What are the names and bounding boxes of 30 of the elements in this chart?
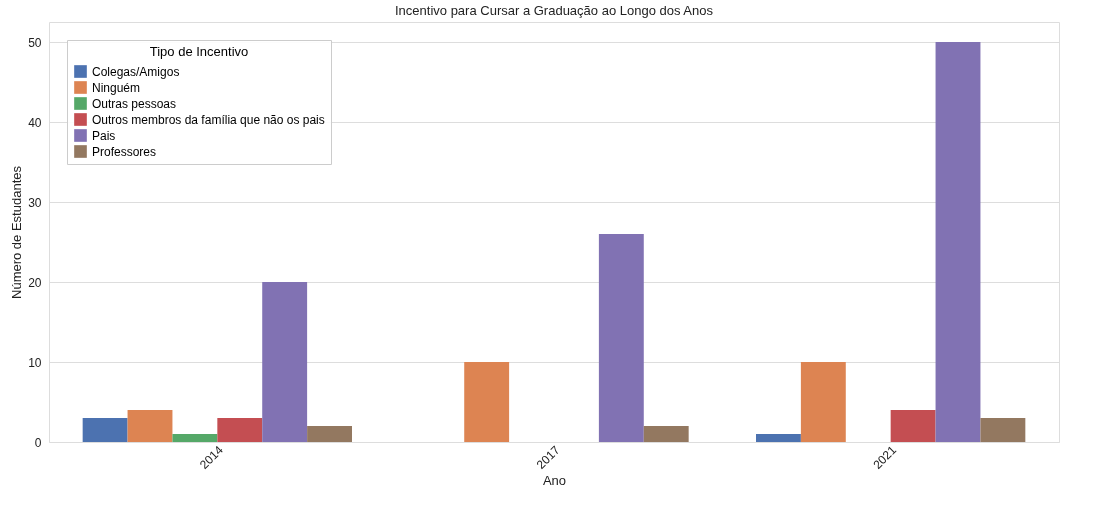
x-axis-title: Ano — [542, 473, 567, 489]
chart-title: Incentivo para Cursar a Graduação ao Longo dos Anos — [395, 3, 714, 18]
bar — [127, 410, 173, 442]
legend-title: Tipo de Incentivo — [149, 44, 249, 59]
bar — [643, 426, 689, 442]
y-tick-label: 40 — [28, 115, 42, 130]
y-tick-label: 10 — [28, 355, 42, 370]
bar — [262, 282, 308, 442]
bar — [82, 418, 128, 442]
legend-label: Pais — [92, 128, 116, 143]
bar — [307, 426, 352, 442]
y-tick-label: 30 — [28, 195, 42, 210]
bar — [464, 362, 510, 442]
y-axis-title: Número de Estudantes — [9, 165, 25, 299]
legend-label: Outros membros da família que não os pais — [92, 112, 325, 127]
legend-label: Outras pessoas — [92, 96, 177, 111]
bar — [217, 418, 263, 442]
bar — [598, 234, 644, 442]
bar — [756, 434, 801, 442]
bar — [172, 434, 218, 442]
legend-label: Professores — [92, 144, 157, 159]
legend-label: Colegas/Amigos — [92, 64, 180, 79]
bar — [980, 418, 1026, 442]
y-tick-label: 20 — [28, 275, 42, 290]
legend-label: Ninguém — [92, 80, 141, 95]
bar — [935, 42, 981, 442]
y-tick-label: 0 — [34, 435, 42, 450]
bar — [800, 362, 846, 442]
bar — [890, 410, 936, 442]
y-tick-label: 50 — [28, 35, 42, 50]
